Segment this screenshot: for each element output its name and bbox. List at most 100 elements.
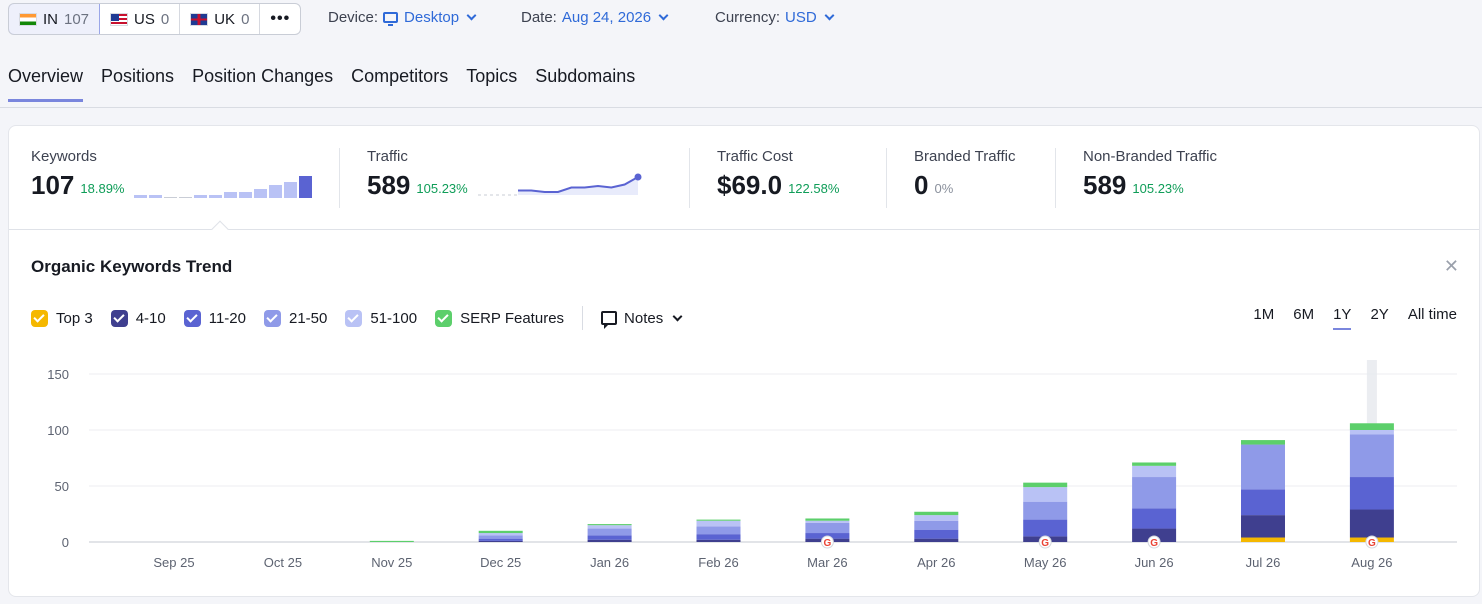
bar-segment[interactable]: [478, 533, 523, 536]
bar-segment[interactable]: [1023, 482, 1068, 488]
date-filter: Date: Aug 24, 2026: [521, 9, 669, 26]
db-button-us[interactable]: US 0: [100, 4, 181, 34]
metric-change: 18.89%: [80, 181, 125, 196]
bar-segment[interactable]: [696, 539, 741, 542]
notes-dropdown[interactable]: Notes: [601, 310, 683, 329]
date-label: Date:: [521, 9, 557, 26]
bar-segment[interactable]: [1132, 462, 1177, 466]
google-icon[interactable]: G: [1365, 535, 1379, 549]
bar-segment[interactable]: [805, 522, 850, 534]
bar-segment[interactable]: [805, 520, 850, 523]
legend-21-50[interactable]: 21-50: [264, 309, 327, 327]
db-count: 0: [241, 10, 250, 28]
bar-segment[interactable]: [369, 540, 414, 542]
bar-segment[interactable]: [805, 518, 850, 521]
bar-segment[interactable]: [1132, 477, 1177, 509]
bar-segment[interactable]: [478, 535, 523, 539]
tab-subdomains[interactable]: Subdomains: [535, 66, 636, 86]
bar-segment[interactable]: [1023, 501, 1068, 520]
bar-segment[interactable]: [1023, 487, 1068, 502]
bar-segment[interactable]: [587, 524, 632, 526]
bar-segment[interactable]: [914, 515, 959, 521]
legend-4-10[interactable]: 4-10: [110, 309, 166, 327]
sparkline-bar: [149, 194, 163, 198]
bar-segment[interactable]: [914, 520, 959, 530]
range-1y[interactable]: 1Y: [1333, 306, 1352, 330]
bar-segment[interactable]: [478, 530, 523, 534]
sparkline-bar: [269, 185, 283, 198]
bar-segment[interactable]: [1023, 519, 1068, 537]
google-icon[interactable]: G: [820, 535, 834, 549]
bar-segment[interactable]: [1132, 528, 1177, 542]
sparkline-bar: [134, 194, 148, 198]
bar-segment[interactable]: [1132, 508, 1177, 529]
legend-label: 4-10: [135, 309, 166, 327]
range-all-time[interactable]: All time: [1407, 306, 1457, 323]
device-dropdown[interactable]: Desktop: [383, 9, 477, 26]
range-1m[interactable]: 1M: [1253, 306, 1275, 323]
bar-segment[interactable]: [1349, 430, 1394, 435]
tab-topics[interactable]: Topics: [466, 66, 518, 86]
bar-segment[interactable]: [1349, 434, 1394, 478]
bar-segment[interactable]: [696, 534, 741, 540]
bar-segment[interactable]: [1349, 509, 1394, 538]
legend-label: Top 3: [56, 309, 93, 327]
chevron-down-icon: [466, 10, 477, 21]
bar-segment[interactable]: [1241, 444, 1285, 490]
metric-branded-traffic[interactable]: Branded Traffic 0 0%: [914, 148, 1015, 199]
bar-segment[interactable]: [1241, 489, 1285, 516]
range-2y[interactable]: 2Y: [1370, 306, 1389, 323]
bar-segment[interactable]: [1132, 465, 1177, 478]
bar-segment[interactable]: [696, 520, 741, 527]
bar-segment[interactable]: [914, 538, 959, 542]
currency-dropdown[interactable]: USD: [785, 9, 835, 26]
x-tick-label: Jun 26: [1135, 555, 1174, 570]
metric-change: 122.58%: [788, 181, 840, 196]
range-6m[interactable]: 6M: [1293, 306, 1315, 323]
checkbox-icon: [435, 309, 453, 327]
metric-traffic[interactable]: Traffic 589 105.23%: [367, 148, 654, 199]
bar-segment[interactable]: [1241, 537, 1285, 542]
organic-keywords-chart: 0 50 100 150 Sep 25 Oct 25 Nov 25 Dec 25 Jan 26 F…: [47, 360, 1457, 570]
sparkline-bar: [239, 191, 253, 198]
sparkline-point: [634, 173, 642, 181]
metrics-row: Keywords 107 18.89% Traffic 589 105.23% …: [9, 126, 1479, 230]
metric-traffic-cost[interactable]: Traffic Cost $69.0 122.58%: [717, 148, 839, 199]
tab-overview[interactable]: Overview: [8, 66, 84, 102]
bar-segment[interactable]: [478, 540, 523, 542]
x-tick-label: Nov 25: [371, 555, 412, 570]
metric-keywords[interactable]: Keywords 107 18.89%: [31, 148, 313, 199]
bar-segment[interactable]: [587, 535, 632, 540]
more-databases-button[interactable]: •••: [260, 4, 300, 34]
google-icon[interactable]: G: [1038, 535, 1052, 549]
date-dropdown[interactable]: Aug 24, 2026: [562, 9, 669, 26]
metric-label: Keywords: [31, 148, 97, 165]
legend-11-20[interactable]: 11-20: [183, 309, 246, 327]
bar-segment[interactable]: [1241, 515, 1285, 538]
close-icon[interactable]: ✕: [1443, 256, 1459, 276]
metric-divider: [339, 148, 340, 208]
bar-segment[interactable]: [587, 539, 632, 542]
tab-competitors[interactable]: Competitors: [351, 66, 449, 86]
tab-positions[interactable]: Positions: [101, 66, 175, 86]
x-tick-label: Aug 26: [1351, 555, 1392, 570]
report-tabs: Overview Positions Position Changes Comp…: [8, 66, 635, 102]
google-icon[interactable]: G: [1147, 535, 1161, 549]
bar-segment[interactable]: [1349, 423, 1394, 430]
metric-non-branded-traffic[interactable]: Non-Branded Traffic 589 105.23%: [1083, 148, 1217, 199]
bar-segment[interactable]: [587, 525, 632, 529]
db-button-in[interactable]: IN 107: [9, 4, 101, 34]
legend-serp-features[interactable]: SERP Features: [435, 309, 564, 327]
bar-segment[interactable]: [914, 511, 959, 516]
db-button-uk[interactable]: UK 0: [180, 4, 261, 34]
legend-top-3[interactable]: Top 3: [31, 309, 93, 327]
bar-segment[interactable]: [696, 526, 741, 535]
bar-segment[interactable]: [696, 519, 741, 521]
bar-segment[interactable]: [914, 529, 959, 539]
bar-segment[interactable]: [478, 538, 523, 541]
bar-segment[interactable]: [1241, 440, 1285, 445]
bar-segment[interactable]: [587, 528, 632, 536]
legend-51-100[interactable]: 51-100: [345, 309, 417, 327]
tab-position-changes[interactable]: Position Changes: [192, 66, 334, 86]
bar-segment[interactable]: [1349, 477, 1394, 510]
